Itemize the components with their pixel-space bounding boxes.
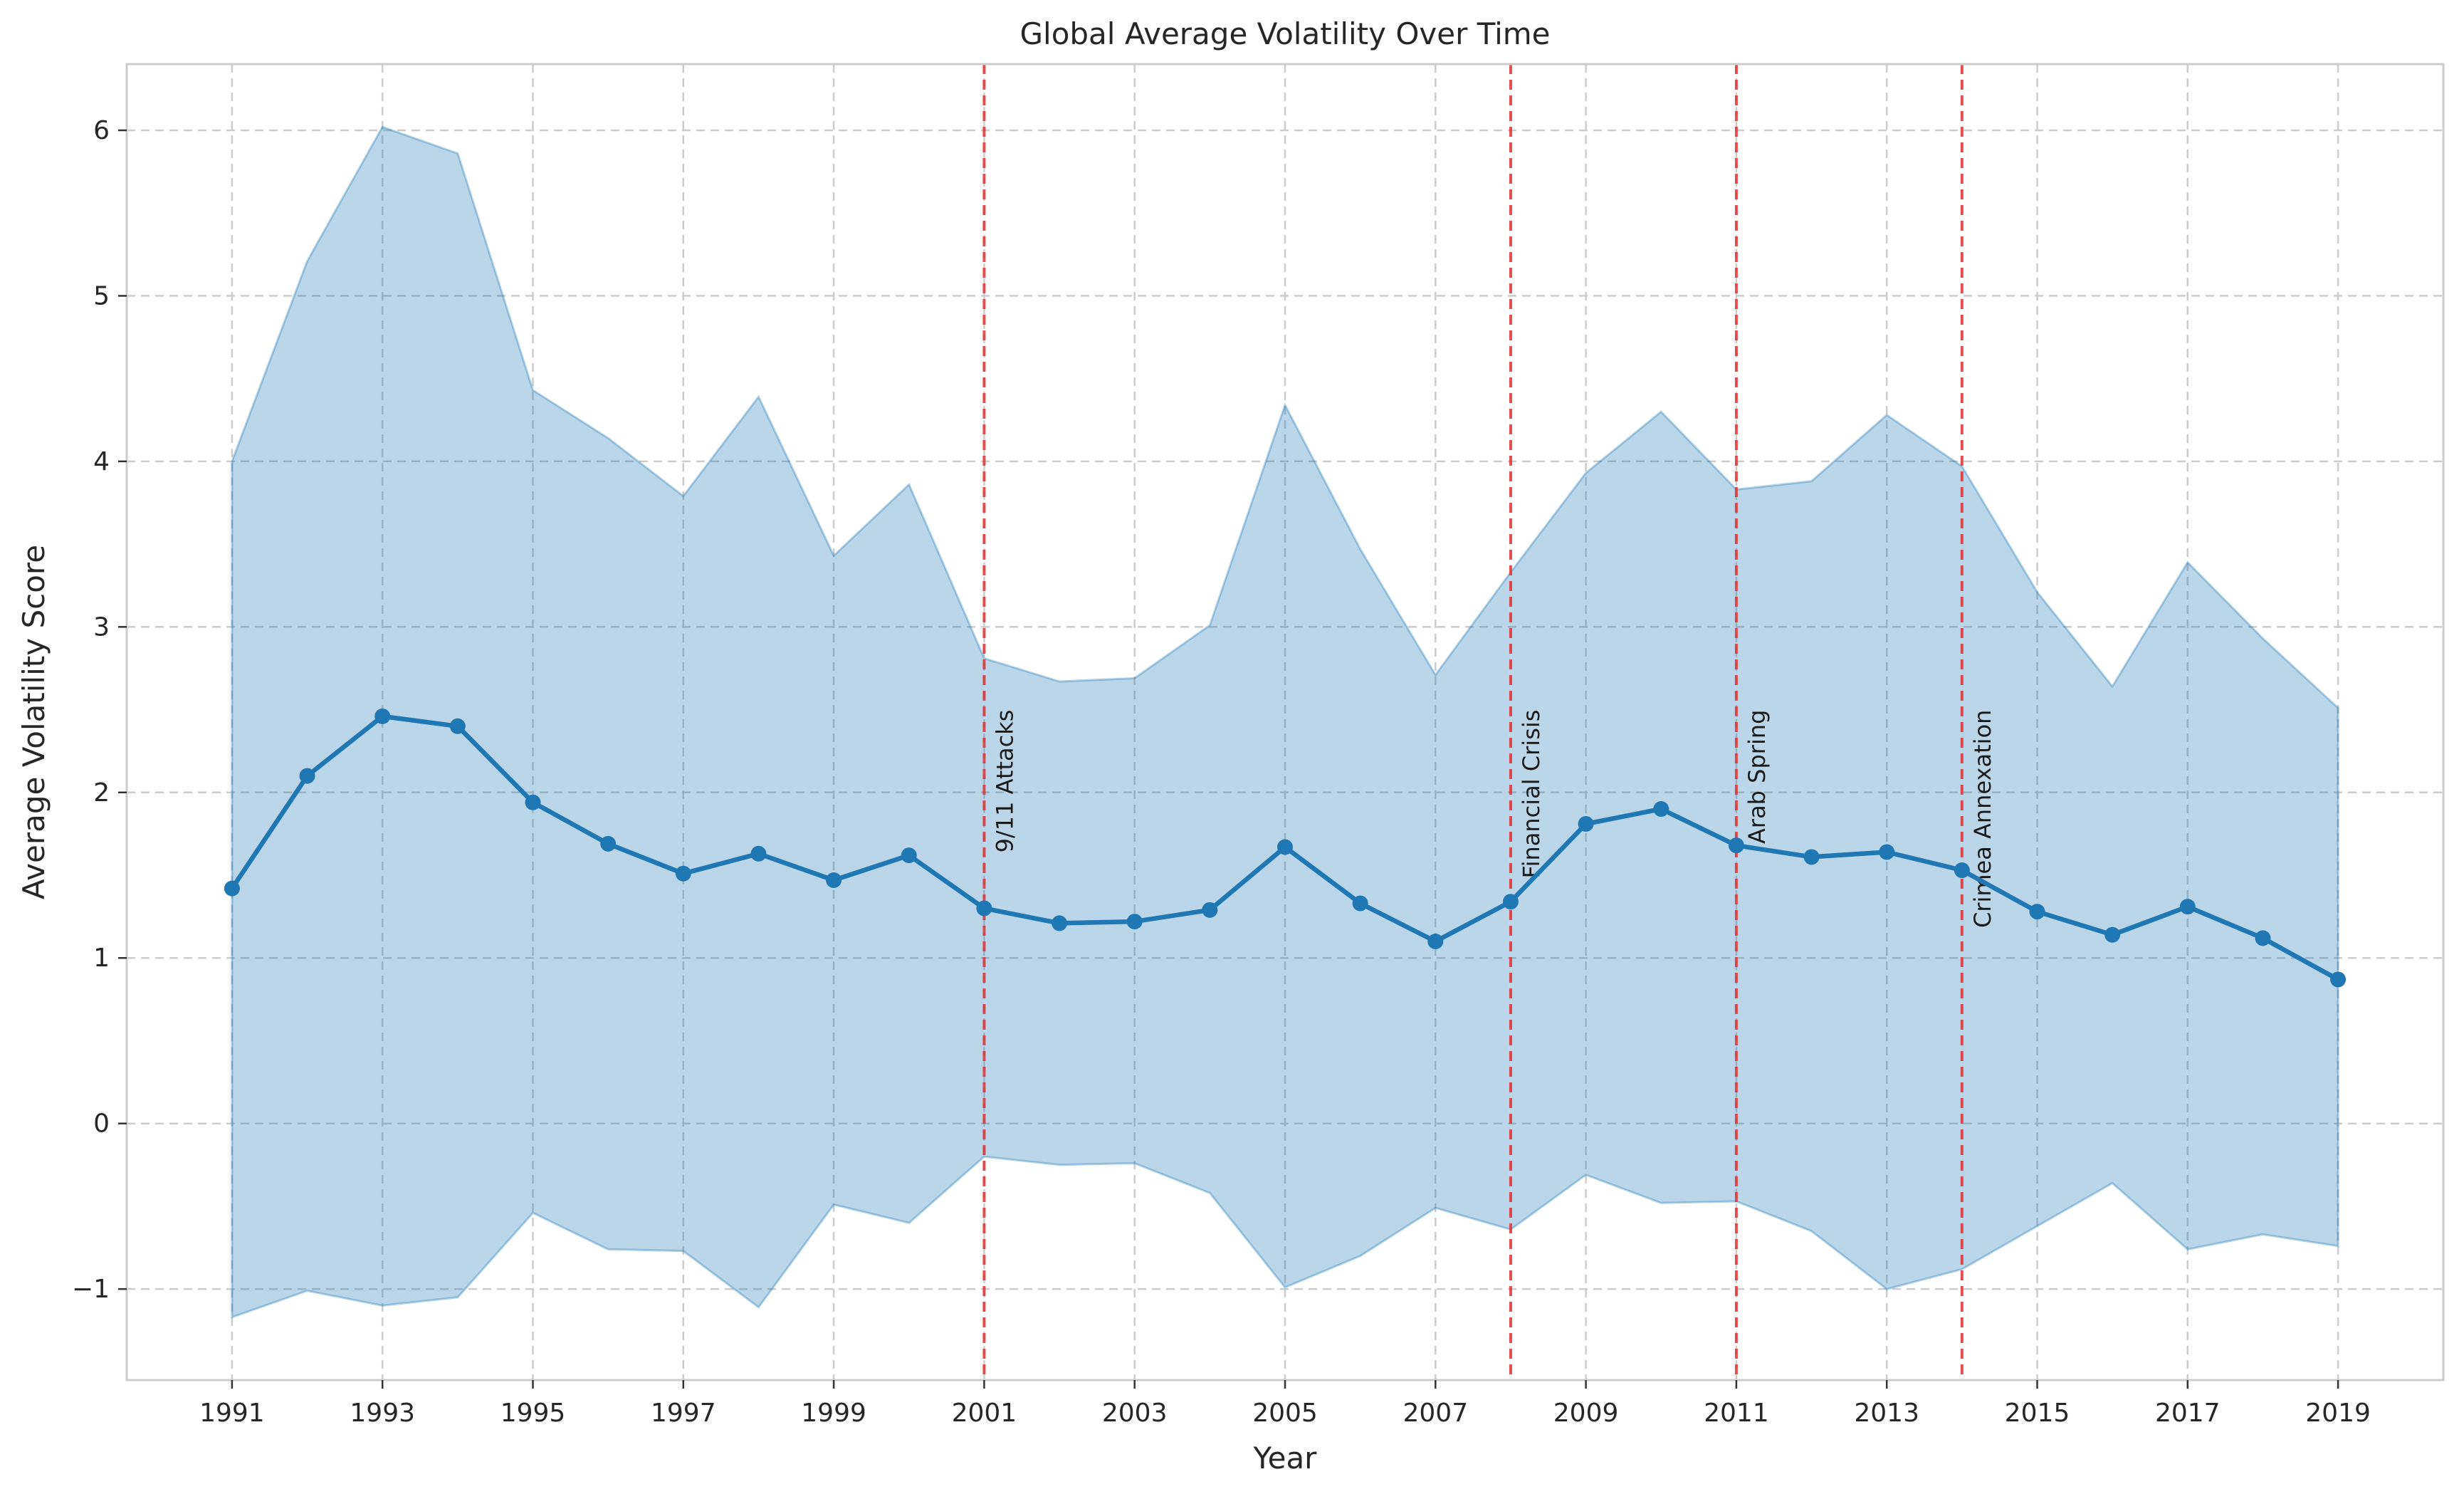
y-tick-label: −1 xyxy=(72,1275,110,1304)
y-tick-label: 4 xyxy=(93,447,110,476)
event-label: Arab Spring xyxy=(1744,710,1771,844)
data-point xyxy=(1803,849,1820,865)
x-tick-label: 2011 xyxy=(1704,1399,1769,1428)
data-point xyxy=(224,880,240,897)
data-point xyxy=(2330,971,2347,988)
data-point xyxy=(750,845,767,862)
y-tick-label: 6 xyxy=(93,116,110,145)
x-tick-label: 1997 xyxy=(651,1399,716,1428)
x-tick-label: 2005 xyxy=(1252,1399,1318,1428)
event-label: 9/11 Attacks xyxy=(991,710,1018,853)
tick-layer: 1991 1993 1995 1997 1999 2001 2003 2005 2007 2009… xyxy=(72,116,2371,1428)
data-point xyxy=(1352,895,1368,912)
x-tick-label: 2015 xyxy=(2005,1399,2070,1428)
y-tick-label: 5 xyxy=(93,281,110,310)
event-label: Crimea Annexation xyxy=(1969,710,1996,928)
data-point xyxy=(1879,844,1895,860)
y-axis-label: Average Volatility Score xyxy=(16,545,51,899)
y-tick-label: 2 xyxy=(93,778,110,808)
x-tick-label: 2007 xyxy=(1403,1399,1468,1428)
data-point xyxy=(1502,894,1519,910)
data-point xyxy=(2104,926,2121,943)
data-point xyxy=(2255,930,2271,946)
data-point xyxy=(525,794,541,810)
data-point xyxy=(826,872,842,888)
x-tick-label: 2003 xyxy=(1102,1399,1168,1428)
x-tick-label: 1995 xyxy=(500,1399,566,1428)
data-point xyxy=(1427,934,1444,949)
chart-title: Global Average Volatility Over Time xyxy=(1019,16,1550,51)
confidence-band-layer xyxy=(231,125,2339,1319)
data-point xyxy=(374,708,391,724)
data-point xyxy=(1052,915,1068,931)
data-point xyxy=(1653,801,1669,818)
x-tick-label: 2001 xyxy=(952,1399,1017,1428)
x-tick-label: 2019 xyxy=(2305,1399,2371,1428)
data-point xyxy=(1728,837,1744,854)
data-point xyxy=(600,835,617,852)
data-point xyxy=(449,718,466,734)
y-tick-label: 1 xyxy=(93,944,110,973)
x-tick-label: 2013 xyxy=(1854,1399,1919,1428)
x-tick-label: 2009 xyxy=(1553,1399,1619,1428)
data-point xyxy=(1954,862,1970,879)
event-markers-layer: 9/11 Attacks Financial Crisis Arab Spring C… xyxy=(982,64,1996,1380)
data-point xyxy=(901,847,917,864)
x-tick-label: 1993 xyxy=(350,1399,415,1428)
confidence-band xyxy=(231,125,2339,1319)
y-tick-label: 3 xyxy=(93,612,110,642)
data-point xyxy=(1277,839,1293,855)
data-point xyxy=(1202,902,1218,918)
data-point xyxy=(1126,914,1143,930)
data-point xyxy=(299,768,315,784)
x-axis-label: Year xyxy=(1253,1441,1318,1476)
average-volatility-line-layer xyxy=(224,708,2347,988)
data-point xyxy=(675,865,691,882)
x-tick-label: 1999 xyxy=(801,1399,866,1428)
data-point xyxy=(1578,815,1594,832)
event-label: Financial Crisis xyxy=(1518,710,1545,879)
data-point xyxy=(2029,904,2045,920)
x-tick-label: 2017 xyxy=(2155,1399,2221,1428)
data-point xyxy=(2179,899,2196,915)
x-tick-label: 1991 xyxy=(199,1399,265,1428)
y-tick-label: 0 xyxy=(93,1109,110,1139)
data-point xyxy=(976,900,992,916)
